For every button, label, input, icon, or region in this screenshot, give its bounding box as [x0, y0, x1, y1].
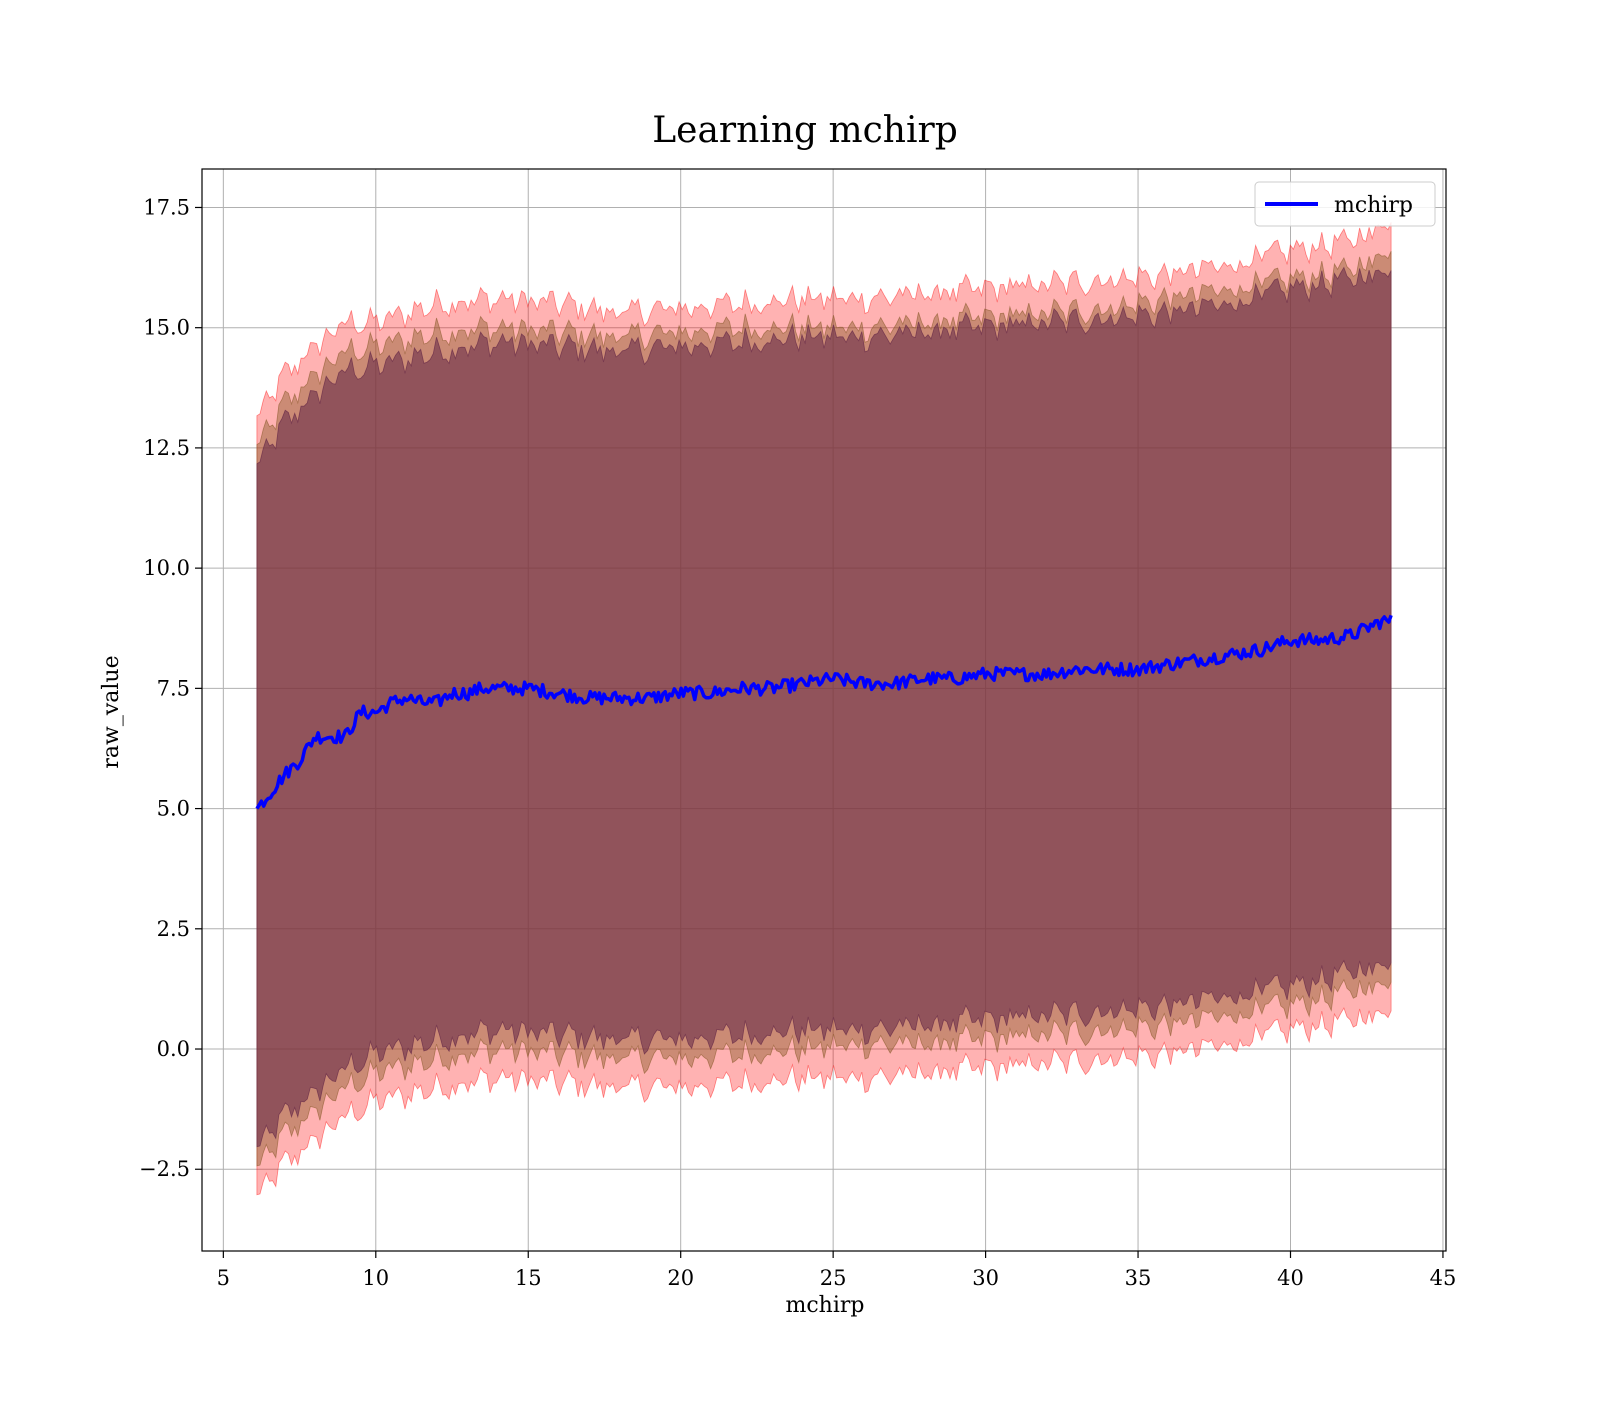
- y-tick-label: 2.5: [157, 917, 190, 941]
- y-tick-label: 7.5: [157, 676, 190, 700]
- x-tick-label: 25: [820, 1266, 847, 1290]
- x-tick-label: 30: [972, 1266, 999, 1290]
- x-tick-label: 45: [1430, 1266, 1457, 1290]
- y-tick-label: 10.0: [143, 556, 190, 580]
- y-axis-label: raw_value: [99, 655, 124, 768]
- y-tick-label: 5.0: [157, 797, 190, 821]
- x-tick-label: 10: [362, 1266, 389, 1290]
- legend: mchirp: [1254, 181, 1436, 227]
- x-tick-label: 20: [667, 1266, 694, 1290]
- x-tick-label: 5: [217, 1266, 230, 1290]
- confidence-band-2: [256, 266, 1392, 1148]
- y-tick-label: 12.5: [143, 436, 190, 460]
- legend-box: [1254, 181, 1436, 227]
- y-tick-label: 0.0: [157, 1037, 190, 1061]
- y-tick-label: 15.0: [143, 316, 190, 340]
- series-layer: [255, 614, 1393, 810]
- series-line-mchirp: [255, 614, 1393, 810]
- ticks-layer: 5 10 15 20 25 30 35 40 45 −2.5 0.0 2.5 5.0 7.5 10.0 12.…: [139, 195, 1456, 1290]
- y-tick-label: −2.5: [139, 1157, 190, 1181]
- chart-title: Learning mchirp: [652, 110, 958, 151]
- legend-label-mchirp: mchirp: [1334, 193, 1413, 218]
- x-tick-label: 35: [1125, 1266, 1152, 1290]
- x-tick-label: 15: [515, 1266, 542, 1290]
- x-axis-label: mchirp: [786, 1293, 865, 1318]
- plot-frame: [201, 168, 1447, 1252]
- x-tick-label: 40: [1277, 1266, 1304, 1290]
- bands-layer: [256, 222, 1392, 1196]
- y-tick-label: 17.5: [143, 195, 190, 219]
